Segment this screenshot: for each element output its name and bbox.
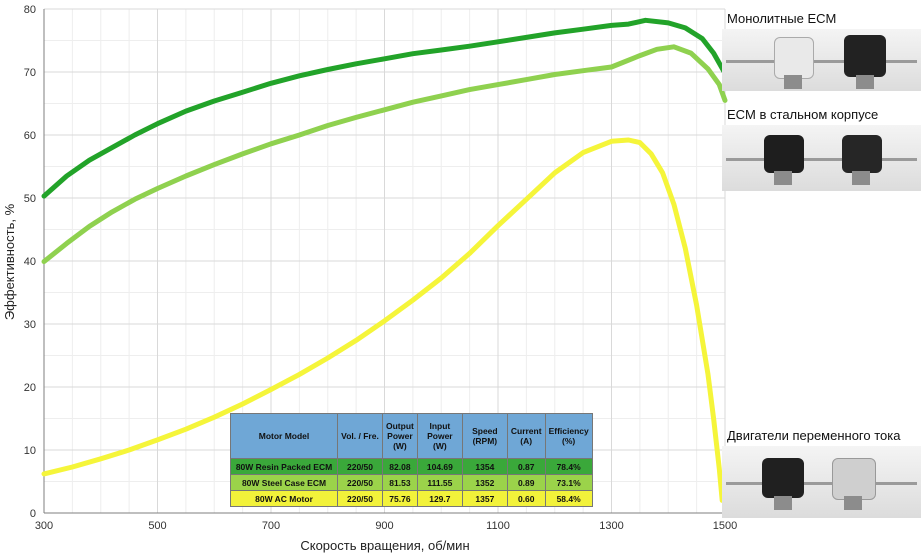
series-lines — [41, 17, 728, 503]
y-tick-label: 60 — [24, 130, 36, 142]
table-header-cell: Efficiency (%) — [544, 413, 593, 459]
y-tick-label: 30 — [24, 319, 36, 331]
table-header-cell: Current (A) — [506, 413, 546, 459]
y-tick-label: 0 — [30, 508, 36, 520]
table-cell: 104.69 — [416, 458, 463, 475]
table-cell: 78.4% — [544, 458, 593, 475]
x-tick-label: 900 — [375, 520, 393, 532]
table-cell: 111.55 — [416, 474, 463, 491]
table-cell: 1357 — [461, 490, 508, 507]
table-cell: 73.1% — [544, 474, 593, 491]
table-cell: 220/50 — [337, 458, 383, 475]
x-tick-label: 1300 — [599, 520, 623, 532]
table-cell: 220/50 — [337, 490, 383, 507]
table-header-cell: Output Power (W) — [382, 413, 418, 459]
table-cell: 80W Steel Case ECM — [230, 474, 338, 491]
y-tick-label: 10 — [24, 445, 36, 457]
steel-ecm-photo — [722, 125, 921, 191]
series-line-steel-ecm — [41, 44, 728, 265]
x-tick-label: 700 — [262, 520, 280, 532]
legend-label-ac-motor: Двигатели переменного тока — [727, 428, 901, 443]
motor-spec-table: Motor Model Vol. / Fre. Output Power (W)… — [230, 413, 593, 507]
table-cell: 1352 — [461, 474, 508, 491]
y-tick-label: 70 — [24, 67, 36, 79]
table-cell: 75.76 — [382, 490, 418, 507]
table-header-cell: Input Power (W) — [416, 413, 463, 459]
ac-motor-photo — [722, 446, 921, 518]
y-tick-label: 80 — [24, 4, 36, 16]
table-row: 80W Resin Packed ECM 220/50 82.08 104.69… — [230, 458, 593, 475]
table-header-cell: Vol. / Fre. — [337, 413, 383, 459]
table-cell: 0.60 — [506, 490, 546, 507]
table-cell: 81.53 — [382, 474, 418, 491]
y-tick-label: 20 — [24, 382, 36, 394]
table-cell: 129.7 — [416, 490, 463, 507]
legend-label-resin-ecm: Монолитные ECM — [727, 11, 837, 26]
y-tick-label: 40 — [24, 256, 36, 268]
table-header-cell: Motor Model — [230, 413, 338, 459]
table-cell: 0.87 — [506, 458, 546, 475]
x-tick-label: 300 — [35, 520, 53, 532]
table-row: 80W AC Motor 220/50 75.76 129.7 1357 0.6… — [230, 490, 593, 507]
table-cell: 0.89 — [506, 474, 546, 491]
table-header-row: Motor Model Vol. / Fre. Output Power (W)… — [230, 413, 593, 459]
x-axis-label: Скорость вращения, об/мин — [300, 538, 469, 553]
table-cell: 1354 — [461, 458, 508, 475]
y-tick-label: 50 — [24, 193, 36, 205]
x-tick-label: 1100 — [486, 520, 510, 532]
y-axis-label: Эффективность, % — [2, 203, 17, 320]
table-header-cell: Speed (RPM) — [461, 413, 508, 459]
resin-ecm-photo — [722, 29, 921, 91]
legend-label-steel-ecm: ECM в стальном корпусе — [727, 107, 879, 122]
table-cell: 220/50 — [337, 474, 383, 491]
table-cell: 82.08 — [382, 458, 418, 475]
series-line-resin-ecm — [41, 17, 728, 199]
table-cell: 80W Resin Packed ECM — [230, 458, 338, 475]
table-row: 80W Steel Case ECM 220/50 81.53 111.55 1… — [230, 474, 593, 491]
x-tick-label: 500 — [148, 520, 166, 532]
series-line-ac-motor — [41, 137, 725, 503]
x-tick-label: 1500 — [713, 520, 737, 532]
table-cell: 80W AC Motor — [230, 490, 338, 507]
table-cell: 58.4% — [544, 490, 593, 507]
